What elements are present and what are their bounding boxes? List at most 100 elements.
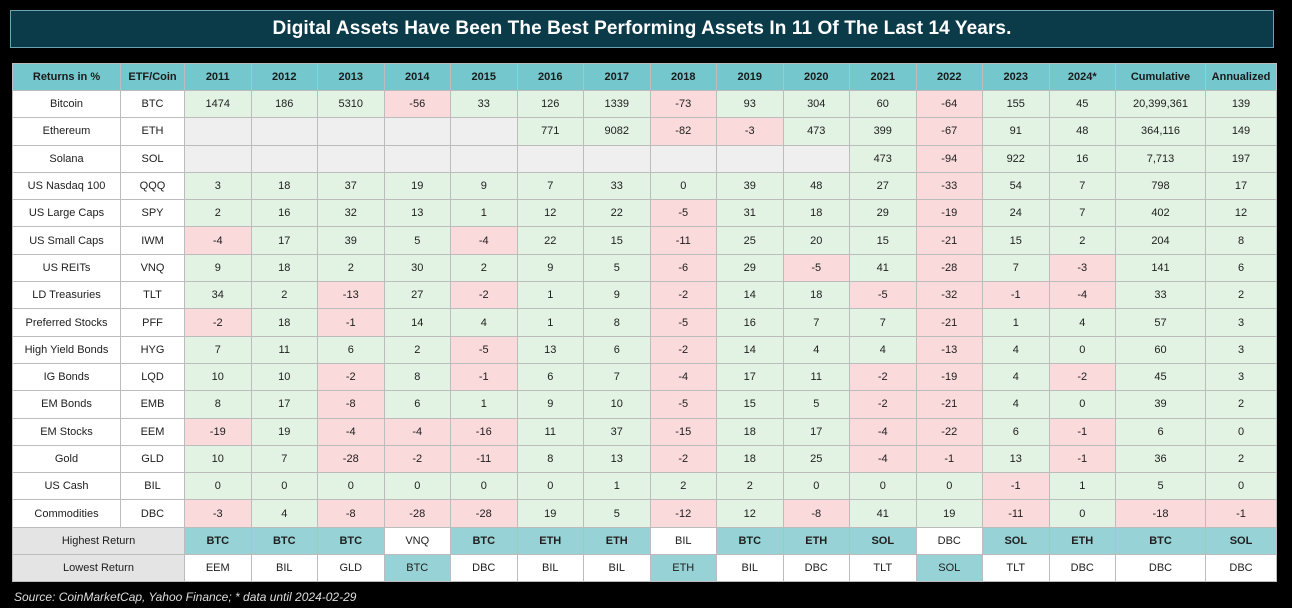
summary-cell: BIL [516,553,584,582]
return-cell: 7 [516,171,584,201]
return-cell: -2 [383,444,451,474]
summary-cell: DBC [1048,553,1116,582]
return-cell: 473 [849,144,917,173]
asset-name-cell: Preferred Stocks [12,308,121,337]
return-cell: 12 [516,199,584,228]
cumulative-cell: 7,713 [1115,144,1206,173]
return-cell: 4 [250,499,318,528]
cumulative-cell: 798 [1115,171,1206,201]
return-cell: -3 [1048,253,1116,283]
return-cell: -4 [849,417,917,446]
return-cell: 0 [1048,499,1116,528]
ticker-cell: IWM [120,226,185,255]
return-cell [450,117,518,146]
return-cell: -4 [184,226,252,255]
return-cell [516,144,584,173]
summary-cell: DBC [450,553,518,582]
return-cell: 5 [583,499,651,528]
return-cell: 15 [849,226,917,255]
summary-cell: DBC [1205,553,1277,582]
table-row: Commodities DBC -3 4 -8 -28 -28 19 5 -12 12 -8 41 19-… [12,499,1277,528]
summary-cell: BTC [250,526,318,555]
return-cell: 0 [383,472,451,501]
return-cell: -2 [184,308,252,337]
column-header: 2018 [649,63,717,91]
summary-cell: SOL [1205,526,1277,555]
ticker-cell: TLT [120,281,185,310]
cumulative-cell: 141 [1115,253,1206,283]
return-cell: 4 [982,390,1050,419]
return-cell: 18 [716,417,784,446]
return-cell: 1474 [184,89,252,119]
table-row: EM Stocks EEM -19 19 -4 -4 -16 11 37 -15 18 17 -4 -22… [12,417,1277,446]
asset-name-cell: US Nasdaq 100 [12,171,121,201]
return-cell: -15 [649,417,717,446]
asset-name-cell: US Cash [12,472,121,501]
ticker-cell: ETH [120,117,185,146]
return-cell: 9 [516,390,584,419]
return-cell: 91 [982,117,1050,146]
return-cell: 18 [250,253,318,283]
return-cell: 6 [383,390,451,419]
return-cell: 304 [782,89,850,119]
cumulative-cell: 6 [1115,417,1206,446]
return-cell: 39 [317,226,385,255]
return-cell: -4 [317,417,385,446]
return-cell: -82 [649,117,717,146]
return-cell: 14 [716,335,784,364]
summary-cell: BIL [649,526,717,555]
asset-name-cell: Gold [12,444,121,474]
return-cell: -8 [317,390,385,419]
summary-cell: BTC [450,526,518,555]
return-cell: 45 [1048,89,1116,119]
return-cell: 13 [982,444,1050,474]
summary-cell: SOL [849,526,917,555]
return-cell: 48 [782,171,850,201]
return-cell: 9082 [583,117,651,146]
return-cell: 24 [982,199,1050,228]
cumulative-cell: 57 [1115,308,1206,337]
return-cell: 1 [450,390,518,419]
return-cell: -2 [649,444,717,474]
summary-cell: EEM [184,553,252,582]
return-cell: 7 [1048,199,1116,228]
return-cell: 15 [583,226,651,255]
return-cell: 13 [383,199,451,228]
ticker-cell: GLD [120,444,185,474]
return-cell: -94 [915,144,983,173]
return-cell [317,117,385,146]
return-cell: 19 [250,417,318,446]
annualized-cell: -1 [1205,499,1277,528]
return-cell: -1 [450,362,518,392]
return-cell: -5 [649,308,717,337]
return-cell: 1 [450,199,518,228]
table-row: Preferred Stocks PFF -2 18 -1 14 4 1 8 -5 16 7 7 -21 1… [12,308,1277,337]
return-cell: 29 [716,253,784,283]
column-header: 2019 [716,63,784,91]
return-cell: 17 [716,362,784,392]
return-cell: 18 [782,199,850,228]
summary-cell: ETH [516,526,584,555]
return-cell: -2 [649,281,717,310]
return-cell: 34 [184,281,252,310]
return-cell: 39 [716,171,784,201]
ticker-cell: SOL [120,144,185,173]
return-cell: -28 [915,253,983,283]
return-cell: -13 [317,281,385,310]
return-cell: 473 [782,117,850,146]
return-cell: 186 [250,89,318,119]
return-cell: 12 [716,499,784,528]
table-row: US Large Caps SPY 2 16 32 13 1 12 22 -5 31 18 29 -19 2… [12,199,1277,228]
return-cell [649,144,717,173]
asset-name-cell: Bitcoin [12,89,121,119]
return-cell: -4 [649,362,717,392]
return-cell: 0 [184,472,252,501]
return-cell: -2 [649,335,717,364]
table-row: US Small Caps IWM -4 17 39 5 -4 22 15 -11 25 20 15 -2… [12,226,1277,255]
return-cell: 27 [849,171,917,201]
column-header: ETF/Coin [120,63,185,91]
return-cell: 11 [782,362,850,392]
return-cell: 0 [849,472,917,501]
asset-name-cell: EM Stocks [12,417,121,446]
return-cell: 0 [450,472,518,501]
